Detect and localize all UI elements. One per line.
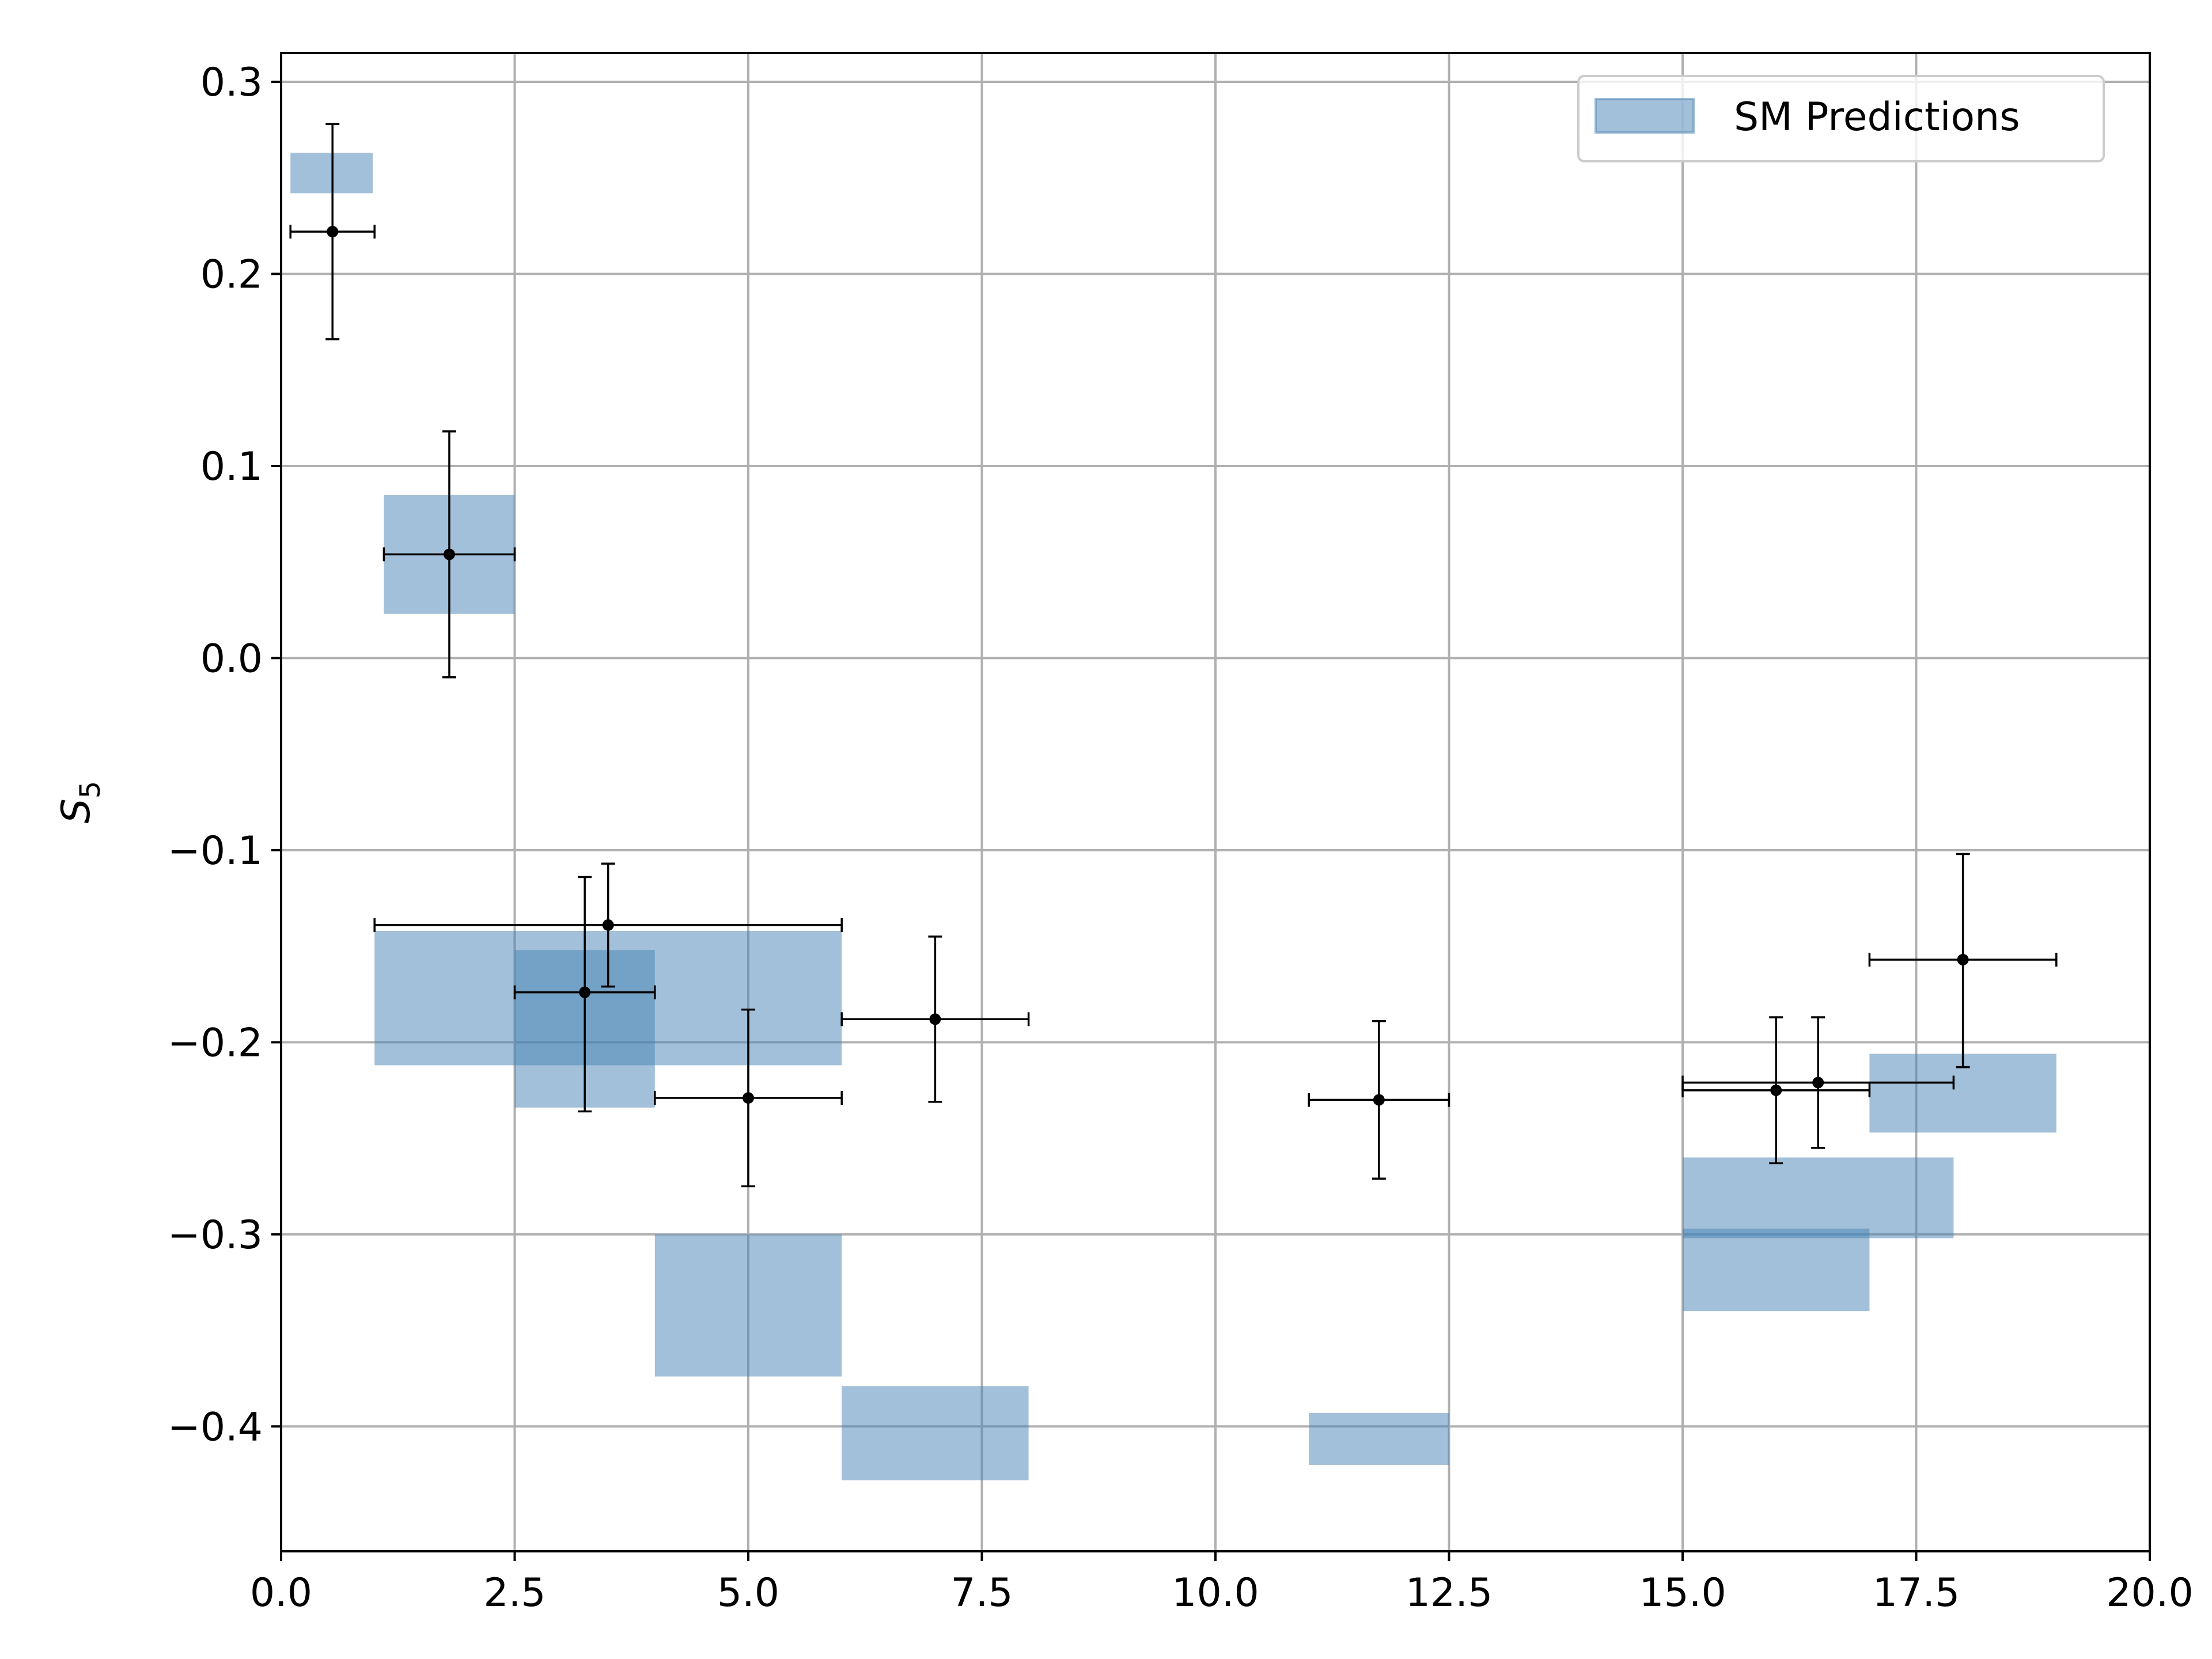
x-tick-label-5: 12.5: [1406, 1570, 1493, 1616]
measurement-point-7: [1681, 1016, 1871, 1165]
measurement-point-9: [1868, 853, 2058, 1069]
y-tick-label-3: 0.0: [200, 636, 263, 681]
data-point: [602, 919, 614, 931]
y-tick-label-2: 0.1: [200, 444, 263, 490]
y-tick-label-0: 0.3: [200, 60, 263, 105]
measurement-point-2: [373, 862, 843, 988]
y-axis-label: S5: [54, 781, 107, 824]
x-tick-label-1: 2.5: [483, 1570, 546, 1616]
y-tick-label-5: −0.2: [168, 1020, 263, 1066]
legend-label-sm-predictions: SM Predictions: [1734, 94, 2020, 140]
data-point: [1957, 953, 1969, 965]
measurement-point-3: [513, 876, 656, 1113]
x-tick-label-7: 17.5: [1873, 1570, 1960, 1616]
data-point: [1812, 1077, 1824, 1089]
sm-prediction-box-8: [1683, 1228, 1870, 1312]
x-tick-label-2: 5.0: [717, 1570, 779, 1616]
y-tick-label-7: −0.4: [168, 1404, 263, 1450]
x-tick-label-6: 15.0: [1639, 1570, 1726, 1616]
x-tick-label-3: 7.5: [950, 1570, 1013, 1616]
sm-prediction-box-7: [1683, 1157, 1954, 1238]
sm-prediction-box-5: [842, 1386, 1029, 1480]
measurement-point-5: [840, 935, 1030, 1103]
measurement-point-1: [382, 430, 516, 679]
data-point: [327, 226, 339, 238]
y-tick-label-6: −0.3: [168, 1213, 263, 1258]
measurement-errorbars: [289, 123, 2058, 1188]
data-point: [1373, 1094, 1385, 1106]
sm-prediction-box-6: [1309, 1412, 1449, 1465]
x-tick-label-8: 20.0: [2106, 1570, 2193, 1616]
data-point: [743, 1092, 754, 1104]
x-axis: 0.0 2.5 5.0 7.5 10.0 12.5 15.0 17.5 20.0: [250, 1551, 2194, 1616]
sm-prediction-box-4: [654, 1234, 842, 1377]
measurement-point-8: [1681, 1016, 1955, 1149]
measurement-point-6: [1308, 1020, 1450, 1180]
legend-frame: [1577, 75, 2105, 162]
measurement-point-0: [289, 123, 376, 340]
x-tick-label-4: 10.0: [1172, 1570, 1259, 1616]
y-tick-label-1: 0.2: [200, 252, 263, 297]
y-axis: 0.3 0.2 0.1 0.0 −0.1 −0.2 −0.3 −0.4: [168, 60, 281, 1450]
legend-swatch-sm-predictions: [1594, 98, 1695, 134]
legend: SM Predictions: [1577, 75, 2105, 162]
data-point: [443, 548, 455, 560]
measurement-point-4: [654, 1008, 843, 1188]
y-tick-label-4: −0.1: [168, 828, 263, 874]
data-point: [929, 1013, 941, 1025]
data-point: [579, 986, 591, 998]
data-point: [1770, 1084, 1782, 1096]
x-tick-label-0: 0.0: [250, 1570, 312, 1616]
